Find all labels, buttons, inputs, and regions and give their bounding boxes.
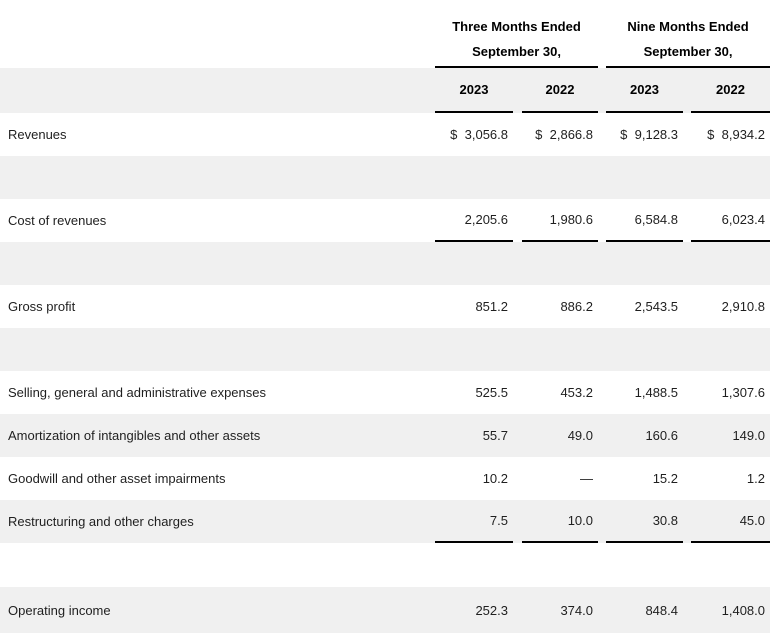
column-gap [513,199,522,242]
column-gap [683,113,691,156]
row-label: Cost of revenues [8,213,107,228]
column-gap [513,587,522,633]
spacer-row [0,543,770,587]
value-cell: 7.5 [435,500,513,543]
column-gap [513,457,522,500]
three-months-ended-header: Three Months Ended September 30, [435,0,598,68]
value-cell: 252.3 [475,603,508,618]
value-cell: 453.2 [560,385,593,400]
column-gap [683,587,691,633]
row-revenues: Revenues $ 3,056.8 $ 2,866.8 $ 9,128.3 $… [0,113,770,156]
row-label: Goodwill and other asset impairments [8,471,226,486]
value-cell: 886.2 [560,299,593,314]
value-cell: 30.8 [606,500,683,543]
column-gap [598,113,606,156]
value-cell: 848.4 [645,603,678,618]
value-cell: 10.2 [482,471,508,486]
column-gap [513,113,522,156]
column-gap [598,500,606,543]
value-cell: 6,023.4 [691,199,770,242]
value-cell: 45.0 [691,500,770,543]
year-header-9m-2022: 2022 [691,68,770,113]
row-label: Gross profit [8,299,76,314]
year-header-3m-2022: 2022 [522,68,598,113]
row-restructuring: Restructuring and other charges 7.5 10.0… [0,500,770,543]
value-cell: 160.6 [645,428,678,443]
row-amortization: Amortization of intangibles and other as… [0,414,770,457]
nine-months-line2: September 30, [643,44,733,59]
column-gap [598,199,606,242]
value-cell: 851.2 [475,299,508,314]
row-label: Revenues [8,127,67,142]
nine-months-ended-header: Nine Months Ended September 30, [606,0,770,68]
column-gap [598,414,606,457]
value-cell: 15.2 [652,471,678,486]
nine-months-line1: Nine Months Ended [627,19,749,34]
value-cell: $ 2,866.8 [535,127,593,142]
column-gap [598,285,606,328]
row-operating-income: Operating income 252.3 374.0 848.4 1,408… [0,587,770,633]
column-gap [598,587,606,633]
value-cell: 49.0 [567,428,593,443]
column-gap [598,457,606,500]
value-cell: 1.2 [746,471,765,486]
row-label: Amortization of intangibles and other as… [8,428,261,443]
column-gap [683,199,691,242]
column-gap [683,285,691,328]
value-cell: 525.5 [475,385,508,400]
period-header-row: Three Months Ended September 30, Nine Mon… [0,0,770,68]
column-gap [513,500,522,543]
row-label: Restructuring and other charges [8,514,194,529]
column-gap [513,371,522,414]
row-gross-profit: Gross profit 851.2 886.2 2,543.5 2,910.8 [0,285,770,328]
row-goodwill-impairments: Goodwill and other asset impairments 10.… [0,457,770,500]
value-cell: $ 9,128.3 [620,127,678,142]
row-cost-of-revenues: Cost of revenues 2,205.6 1,980.6 6,584.8… [0,199,770,242]
group-gap [598,0,606,68]
value-cell: 2,910.8 [721,299,765,314]
column-gap [513,285,522,328]
column-gap [683,500,691,543]
spacer-row [0,156,770,199]
spacer-row [0,242,770,285]
three-months-line1: Three Months Ended [452,19,581,34]
value-cell: 1,488.5 [634,385,678,400]
value-cell: 2,205.6 [435,199,513,242]
column-gap [598,371,606,414]
row-label: Operating income [8,603,111,618]
value-cell: $ 8,934.2 [707,127,765,142]
year-header-row: 2023 2022 2023 2022 [0,68,770,113]
row-sga-expenses: Selling, general and administrative expe… [0,371,770,414]
three-months-line2: September 30, [472,44,561,59]
value-cell: 149.0 [732,428,765,443]
year-label-spacer [0,68,435,113]
year-header-3m-2023: 2023 [435,68,513,113]
spacer-row [0,328,770,371]
row-label: Selling, general and administrative expe… [8,385,266,400]
value-cell: 1,980.6 [522,199,598,242]
value-cell: 10.0 [522,500,598,543]
column-gap [683,457,691,500]
column-gap [683,68,691,113]
column-gap [513,414,522,457]
header-label-spacer [0,0,435,68]
column-gap [683,414,691,457]
year-header-9m-2023: 2023 [606,68,683,113]
value-cell: — [580,471,593,486]
column-gap [683,371,691,414]
value-cell: 55.7 [482,428,508,443]
value-cell: 6,584.8 [606,199,683,242]
value-cell: 1,408.0 [721,603,765,618]
column-gap [598,68,606,113]
value-cell: $ 3,056.8 [450,127,508,142]
column-gap [513,68,522,113]
value-cell: 1,307.6 [721,385,765,400]
value-cell: 374.0 [560,603,593,618]
value-cell: 2,543.5 [634,299,678,314]
